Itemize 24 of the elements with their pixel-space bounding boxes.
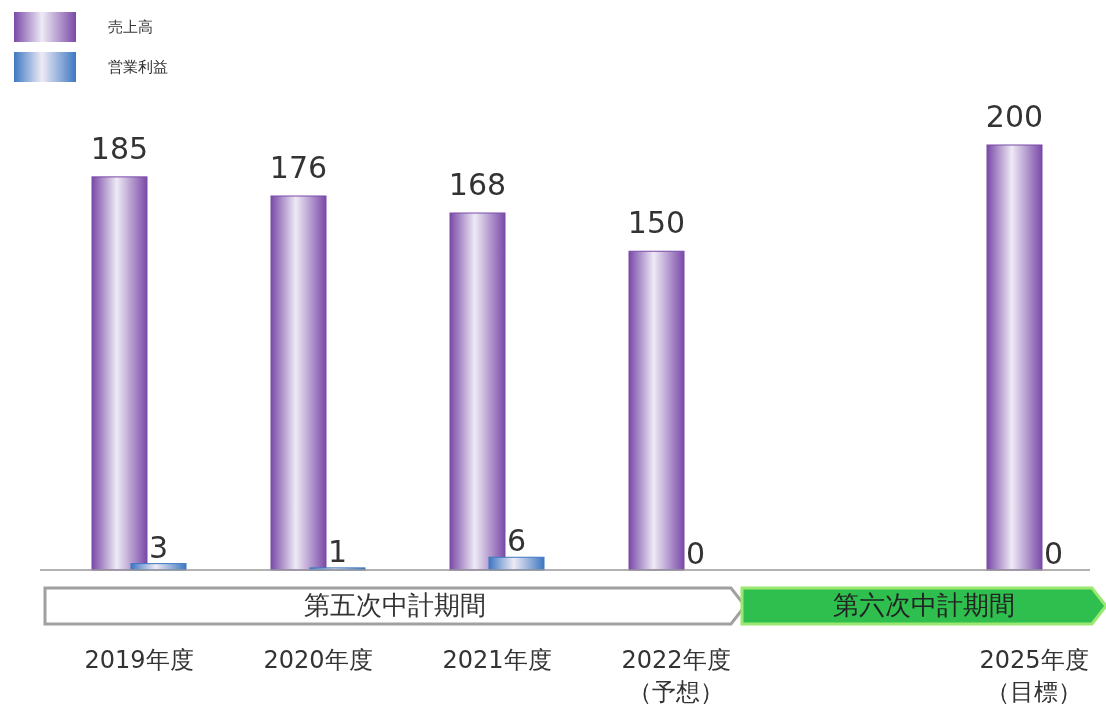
data-label: 0 bbox=[685, 536, 706, 571]
data-label: 0 bbox=[1043, 536, 1064, 571]
legend-label: 売上高 bbox=[108, 18, 153, 36]
data-label: 200 bbox=[985, 99, 1044, 134]
legend-label: 営業利益 bbox=[108, 58, 168, 76]
data-label: 1 bbox=[327, 533, 348, 569]
x-tick-label: 2020年度 bbox=[263, 646, 373, 674]
x-tick-label: 2022年度（予想） bbox=[621, 646, 731, 705]
bar bbox=[986, 144, 1043, 571]
bar bbox=[91, 176, 148, 571]
x-tick-label: 2021年度 bbox=[442, 646, 552, 674]
bar bbox=[628, 250, 685, 571]
data-label: 6 bbox=[506, 523, 527, 559]
bar bbox=[449, 212, 506, 571]
x-tick-label: 2025年度（目標） bbox=[979, 646, 1089, 705]
data-label: 168 bbox=[448, 167, 507, 202]
text: 第五次中計期間 bbox=[304, 590, 486, 620]
x-tick-label: 2019年度 bbox=[84, 646, 194, 674]
data-label: 185 bbox=[90, 130, 149, 166]
data-label: 150 bbox=[627, 205, 686, 241]
data-label: 176 bbox=[269, 150, 328, 185]
text: 第六次中計期間 bbox=[833, 590, 1015, 620]
data-label: 3 bbox=[148, 529, 169, 565]
bar bbox=[270, 195, 327, 571]
